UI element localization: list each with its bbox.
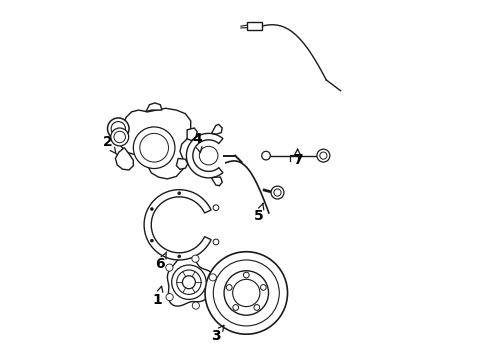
Polygon shape bbox=[187, 128, 197, 140]
Polygon shape bbox=[211, 125, 222, 134]
Circle shape bbox=[133, 127, 175, 168]
Circle shape bbox=[111, 122, 125, 136]
Text: 1: 1 bbox=[153, 286, 163, 307]
Circle shape bbox=[213, 239, 219, 245]
Circle shape bbox=[165, 264, 173, 271]
Circle shape bbox=[260, 284, 265, 290]
Circle shape bbox=[192, 302, 199, 309]
Circle shape bbox=[213, 260, 279, 326]
Circle shape bbox=[191, 255, 199, 262]
Polygon shape bbox=[211, 177, 222, 186]
Circle shape bbox=[224, 271, 268, 315]
Circle shape bbox=[166, 293, 173, 301]
Circle shape bbox=[199, 146, 218, 165]
Polygon shape bbox=[167, 255, 215, 306]
Circle shape bbox=[243, 272, 249, 278]
Circle shape bbox=[232, 279, 260, 307]
Circle shape bbox=[140, 134, 168, 162]
Circle shape bbox=[226, 284, 232, 290]
Circle shape bbox=[316, 149, 329, 162]
Text: 2: 2 bbox=[102, 135, 116, 154]
Circle shape bbox=[150, 239, 153, 242]
Polygon shape bbox=[176, 158, 187, 169]
Circle shape bbox=[253, 305, 259, 310]
Text: 3: 3 bbox=[210, 325, 224, 343]
Text: 5: 5 bbox=[253, 203, 263, 223]
Text: 6: 6 bbox=[155, 252, 166, 271]
Circle shape bbox=[178, 255, 180, 258]
Circle shape bbox=[114, 131, 125, 143]
Circle shape bbox=[319, 152, 326, 159]
Circle shape bbox=[178, 192, 180, 195]
Circle shape bbox=[176, 270, 201, 294]
Circle shape bbox=[261, 151, 270, 160]
Polygon shape bbox=[186, 134, 223, 178]
Circle shape bbox=[270, 186, 284, 199]
Circle shape bbox=[209, 274, 216, 281]
Polygon shape bbox=[145, 103, 162, 112]
Polygon shape bbox=[144, 190, 211, 260]
Text: 4: 4 bbox=[192, 132, 202, 153]
Polygon shape bbox=[119, 108, 190, 179]
Circle shape bbox=[213, 205, 219, 211]
Circle shape bbox=[171, 265, 206, 300]
Circle shape bbox=[110, 128, 128, 146]
Circle shape bbox=[232, 305, 238, 310]
Circle shape bbox=[182, 276, 195, 289]
Circle shape bbox=[204, 252, 287, 334]
Polygon shape bbox=[115, 148, 133, 170]
Circle shape bbox=[273, 189, 281, 196]
Circle shape bbox=[107, 118, 129, 139]
Text: 7: 7 bbox=[292, 149, 302, 167]
FancyBboxPatch shape bbox=[247, 22, 261, 30]
Circle shape bbox=[150, 208, 153, 211]
